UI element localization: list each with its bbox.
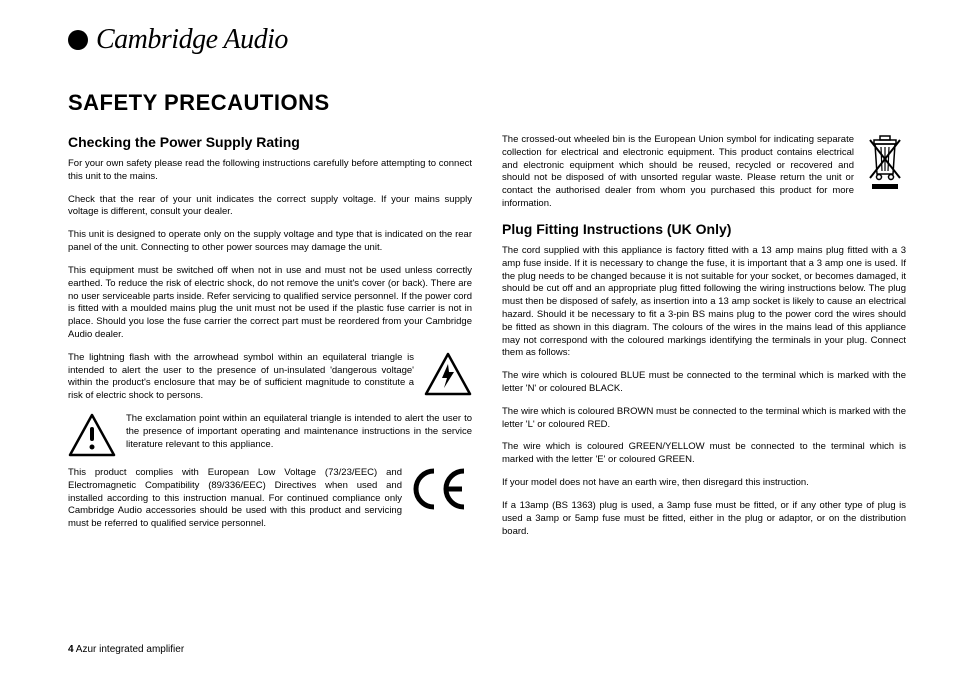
heading-plug-fitting: Plug Fitting Instructions (UK Only) [502, 221, 906, 237]
right-column: The crossed-out wheeled bin is the Europ… [502, 134, 906, 548]
para: The exclamation point within an equilate… [68, 413, 472, 451]
brand-header: Cambridge Audio [68, 24, 906, 56]
weee-block: The crossed-out wheeled bin is the Europ… [502, 134, 906, 211]
brand-name: Cambridge Audio [96, 24, 288, 56]
footer-label: Azur integrated amplifier [74, 644, 185, 655]
para: The cord supplied with this appliance is… [502, 245, 906, 360]
para: This equipment must be switched off when… [68, 265, 472, 342]
page-footer: 4 Azur integrated amplifier [68, 644, 184, 655]
exclamation-triangle-icon [68, 413, 116, 457]
para: The wire which is coloured BLUE must be … [502, 370, 906, 396]
ce-mark-icon [412, 467, 472, 511]
para: The lightning flash with the arrowhead s… [68, 352, 472, 403]
ce-compliance-block: This product complies with European Low … [68, 467, 472, 531]
crossed-bin-icon [864, 134, 906, 190]
content-columns: Checking the Power Supply Rating For you… [68, 134, 906, 548]
exclamation-warning-block: The exclamation point within an equilate… [68, 413, 472, 457]
para: The wire which is coloured GREEN/YELLOW … [502, 441, 906, 467]
brand-logo-dot [68, 30, 88, 50]
heading-power-supply: Checking the Power Supply Rating [68, 134, 472, 150]
para: Check that the rear of your unit indicat… [68, 194, 472, 220]
para: The wire which is coloured BROWN must be… [502, 406, 906, 432]
page-title: SAFETY PRECAUTIONS [68, 90, 906, 116]
para: This unit is designed to operate only on… [68, 229, 472, 255]
para: If your model does not have an earth wir… [502, 477, 906, 490]
left-column: Checking the Power Supply Rating For you… [68, 134, 472, 548]
lightning-warning-block: The lightning flash with the arrowhead s… [68, 352, 472, 403]
para: For your own safety please read the foll… [68, 158, 472, 184]
para: If a 13amp (BS 1363) plug is used, a 3am… [502, 500, 906, 538]
lightning-triangle-icon [424, 352, 472, 396]
para: The crossed-out wheeled bin is the Europ… [502, 134, 906, 211]
